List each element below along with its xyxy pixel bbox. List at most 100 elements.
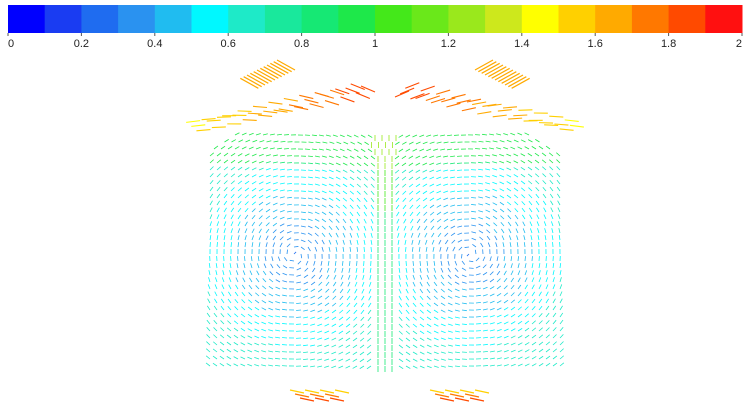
vector xyxy=(448,366,453,367)
vector xyxy=(539,342,543,345)
vector xyxy=(532,335,536,338)
vector xyxy=(282,281,287,282)
vector xyxy=(539,321,542,324)
vector xyxy=(339,352,343,354)
vector xyxy=(224,174,228,177)
vector xyxy=(231,208,234,212)
vector xyxy=(301,226,306,227)
vector xyxy=(301,254,302,258)
vector xyxy=(227,342,231,345)
vector xyxy=(308,219,313,221)
vector xyxy=(276,280,280,282)
vector xyxy=(395,91,409,97)
vector xyxy=(361,324,364,327)
vector xyxy=(403,198,406,202)
vector xyxy=(402,177,406,180)
vector xyxy=(355,275,357,280)
vector xyxy=(399,352,403,355)
vector xyxy=(364,177,368,180)
vector xyxy=(244,256,245,261)
vector xyxy=(455,317,460,318)
vector xyxy=(448,289,452,292)
vector xyxy=(322,198,326,200)
vector xyxy=(419,247,420,252)
vector xyxy=(476,258,479,261)
vector xyxy=(245,195,249,198)
vector xyxy=(250,271,252,275)
vector xyxy=(280,230,284,233)
vector xyxy=(271,264,273,268)
vector xyxy=(260,141,265,142)
vector xyxy=(539,349,543,352)
vector xyxy=(255,315,259,317)
vector xyxy=(423,177,427,179)
vector xyxy=(268,351,273,352)
vector xyxy=(446,103,460,107)
vector xyxy=(229,277,231,282)
vector xyxy=(207,306,210,310)
vector xyxy=(238,160,242,163)
vector xyxy=(284,148,289,149)
tick-label: 1.4 xyxy=(514,38,529,50)
vector xyxy=(231,174,235,177)
vector xyxy=(336,184,340,186)
vector xyxy=(354,317,357,320)
vector xyxy=(228,146,232,149)
vector xyxy=(443,163,448,164)
vector xyxy=(528,174,532,177)
vector xyxy=(210,180,213,184)
vector xyxy=(318,303,322,305)
vector xyxy=(471,218,476,219)
vector xyxy=(217,173,221,177)
tick-label: 1.2 xyxy=(441,38,456,50)
vector xyxy=(196,130,210,131)
vector xyxy=(213,363,217,366)
vector xyxy=(434,366,439,368)
vector xyxy=(546,306,549,310)
vector xyxy=(284,257,287,261)
vector xyxy=(497,329,502,331)
vector xyxy=(485,190,490,191)
vector xyxy=(539,363,543,366)
vector xyxy=(553,320,556,324)
vector xyxy=(441,275,444,279)
vector xyxy=(497,351,502,352)
vector xyxy=(261,343,266,345)
vector xyxy=(490,351,495,352)
vector xyxy=(500,209,504,212)
vector xyxy=(493,223,497,226)
vector xyxy=(560,349,564,352)
vector xyxy=(560,327,563,331)
vector xyxy=(419,240,420,245)
vector xyxy=(282,302,287,303)
vector xyxy=(514,140,519,142)
vector xyxy=(406,310,409,314)
vector xyxy=(423,198,427,201)
vector xyxy=(300,398,314,401)
vector xyxy=(507,182,511,184)
vector xyxy=(521,195,525,198)
vector xyxy=(273,169,278,170)
vector xyxy=(422,156,427,158)
vector xyxy=(413,289,416,293)
vector xyxy=(360,345,364,348)
vector xyxy=(406,324,410,327)
vector xyxy=(346,88,360,93)
vector xyxy=(331,359,336,361)
vector xyxy=(423,191,427,194)
vector xyxy=(416,170,420,173)
vector xyxy=(471,225,476,226)
vector xyxy=(320,268,322,272)
vector xyxy=(227,356,231,359)
vector xyxy=(539,328,543,331)
vector xyxy=(355,289,357,293)
vector xyxy=(479,141,484,142)
vector xyxy=(255,329,259,331)
vector xyxy=(231,153,235,156)
vector xyxy=(191,125,205,127)
vector xyxy=(214,320,217,324)
vector xyxy=(369,289,371,294)
vector xyxy=(518,300,521,303)
vector xyxy=(275,323,280,324)
vector xyxy=(301,219,306,220)
